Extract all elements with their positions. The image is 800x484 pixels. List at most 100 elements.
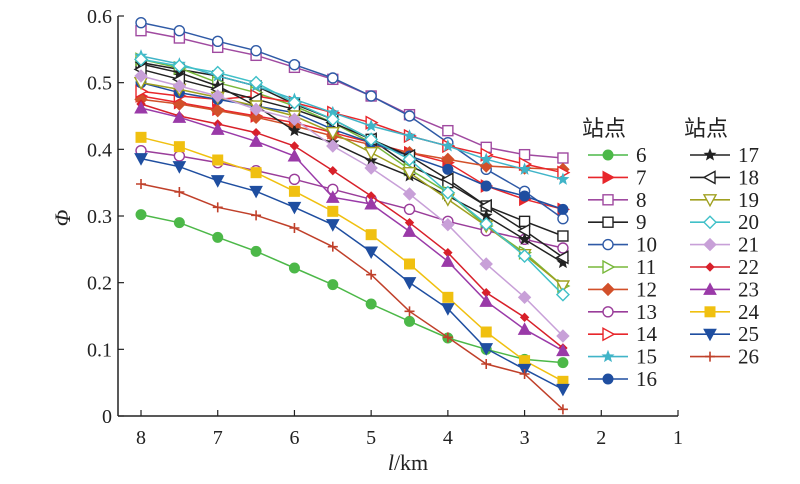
data-point-8 — [557, 152, 569, 164]
legend-label: 19 — [738, 188, 759, 212]
legend-label: 11 — [636, 255, 656, 279]
data-point-20 — [287, 95, 302, 110]
data-point-8 — [518, 148, 531, 161]
legend-swatch-marker — [703, 148, 717, 161]
y-tick-label: 0.2 — [87, 273, 112, 295]
legend-swatch-marker — [602, 149, 614, 161]
data-point-21 — [517, 290, 532, 305]
data-point-15 — [403, 129, 416, 142]
data-point-15 — [518, 162, 532, 175]
x-tick-label: 5 — [366, 427, 376, 449]
legend-swatch-marker — [602, 238, 614, 251]
data-point-20 — [555, 287, 570, 302]
data-point-24 — [480, 326, 492, 338]
data-point-26 — [481, 359, 492, 369]
legend-swatch-marker — [601, 282, 615, 297]
data-point-26 — [366, 269, 377, 280]
series-17 — [134, 57, 570, 269]
data-point-20 — [479, 217, 494, 231]
legend-label: 23 — [738, 277, 759, 301]
data-point-18 — [517, 223, 531, 238]
data-point-21 — [441, 217, 455, 232]
series-26 — [136, 179, 568, 415]
legend-swatch-marker — [602, 306, 614, 318]
data-point-23 — [364, 196, 378, 210]
data-point-10 — [135, 16, 147, 29]
series-line-12 — [140, 98, 563, 171]
legend-item-26: 26 — [690, 345, 759, 369]
data-point-23 — [249, 134, 263, 147]
legend-item-18: 18 — [690, 165, 759, 189]
data-point-12 — [249, 110, 263, 125]
x-tick-label: 1 — [673, 427, 683, 449]
legend-item-14: 14 — [588, 322, 658, 346]
legend-item-10: 10 — [588, 233, 657, 257]
data-point-24 — [442, 291, 454, 303]
y-tick-label: 0.5 — [87, 73, 112, 95]
legend-label: 17 — [738, 143, 759, 167]
data-point-21 — [287, 112, 302, 127]
series-line-25 — [140, 157, 564, 390]
legend-swatch-marker — [702, 170, 716, 185]
legend-item-6: 6 — [588, 143, 647, 167]
legend-swatch-marker — [602, 194, 614, 206]
data-point-23 — [287, 148, 302, 162]
data-point-10 — [557, 212, 569, 225]
series-20 — [134, 52, 570, 302]
legend-item-19: 19 — [690, 188, 759, 212]
data-point-24 — [173, 141, 185, 153]
data-point-23 — [517, 322, 532, 335]
legend-label: 8 — [636, 188, 647, 212]
data-point-17 — [287, 123, 301, 137]
y-tick-label: 0.1 — [87, 339, 112, 361]
y-tick-label: 0.4 — [87, 139, 112, 161]
data-point-24 — [365, 229, 377, 241]
series-line-7 — [140, 95, 564, 211]
data-point-26 — [327, 241, 338, 252]
data-point-6 — [173, 217, 185, 229]
data-point-25 — [287, 201, 302, 215]
series-line-18 — [140, 68, 564, 258]
data-point-10 — [173, 24, 186, 37]
data-point-6 — [250, 245, 262, 257]
series-6 — [135, 209, 569, 369]
data-point-20 — [402, 152, 417, 167]
y-axis-label: Φ — [50, 209, 75, 226]
data-point-20 — [364, 132, 379, 147]
y-tick-label: 0.3 — [87, 206, 112, 228]
legend-swatch-marker — [602, 373, 614, 385]
data-point-24 — [404, 258, 416, 270]
legend-swatch-marker — [602, 216, 614, 228]
data-point-15 — [364, 119, 378, 132]
x-tick-label: 8 — [136, 427, 146, 449]
series-line-20 — [140, 58, 564, 296]
series-23 — [134, 100, 570, 357]
data-point-23 — [210, 122, 225, 135]
data-point-6 — [365, 298, 377, 310]
legend-header: 站点 — [684, 117, 728, 142]
data-point-24 — [288, 185, 300, 197]
data-point-23 — [325, 190, 340, 203]
legend-swatch-marker — [602, 170, 616, 185]
series-line-19 — [140, 81, 564, 287]
data-point-26 — [519, 369, 530, 379]
data-point-6 — [212, 231, 224, 243]
legend-item-13: 13 — [588, 300, 657, 324]
legend-label: 12 — [636, 277, 657, 301]
data-point-13 — [288, 173, 301, 186]
legend-item-23: 23 — [690, 277, 759, 301]
data-point-20 — [134, 52, 149, 67]
data-point-6 — [557, 357, 569, 369]
data-point-25 — [249, 185, 263, 199]
data-point-21 — [326, 139, 340, 153]
data-point-21 — [479, 257, 493, 271]
legend-item-22: 22 — [690, 255, 759, 279]
data-point-24 — [212, 154, 224, 166]
series-line-22 — [140, 103, 564, 349]
x-tick-label: 6 — [289, 427, 299, 449]
legend-item-16: 16 — [588, 367, 657, 391]
data-point-24 — [250, 167, 262, 179]
data-point-26 — [289, 223, 300, 233]
